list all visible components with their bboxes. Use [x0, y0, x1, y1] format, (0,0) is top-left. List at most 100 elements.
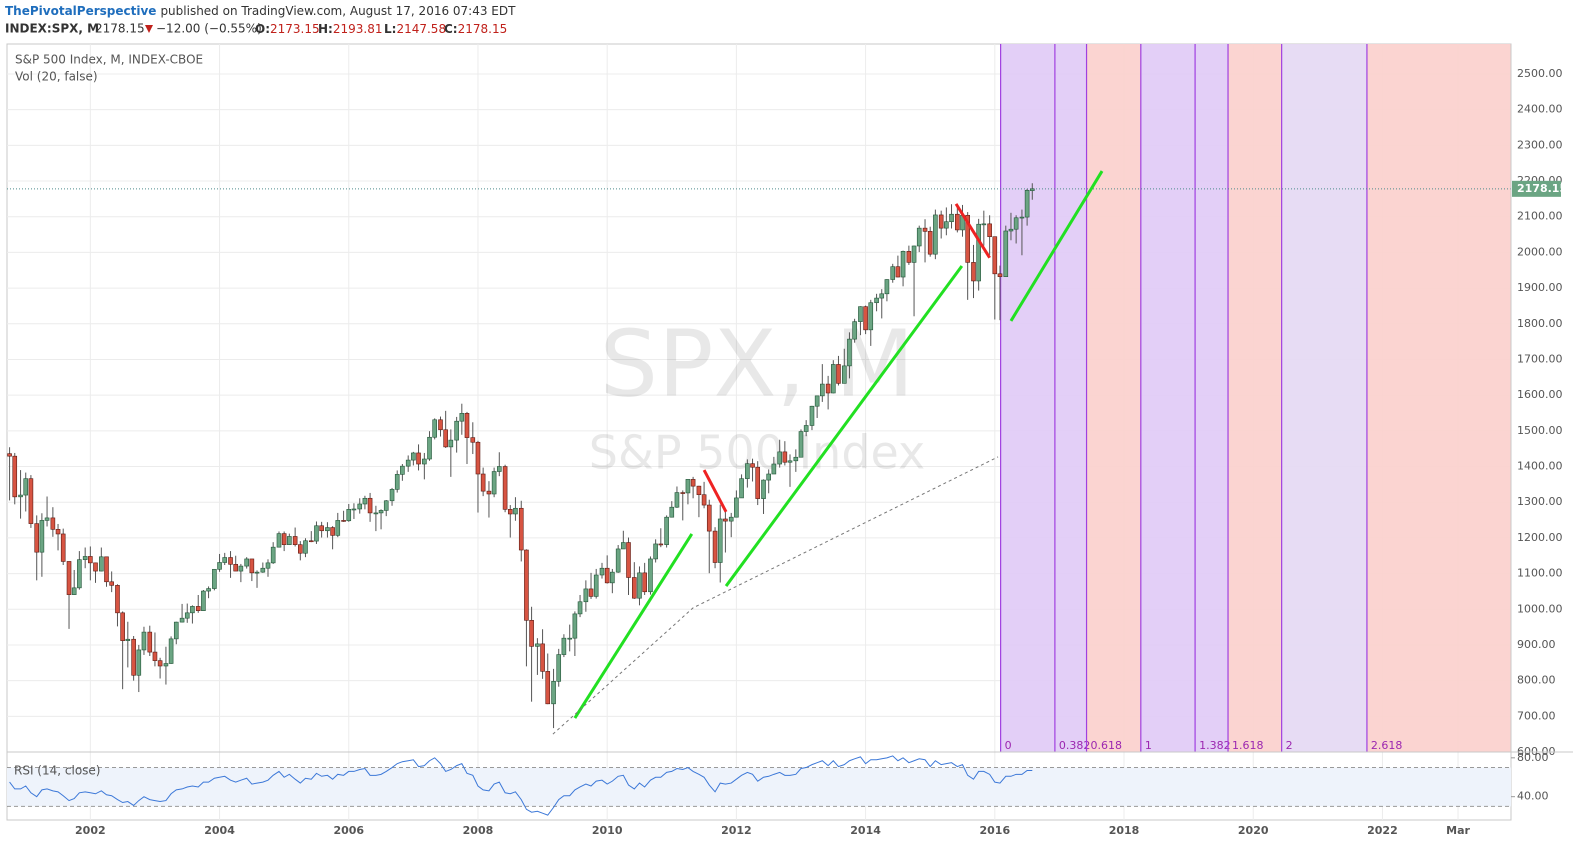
candle-body	[93, 562, 98, 572]
candle-body	[362, 497, 368, 505]
fib-zone	[1281, 44, 1367, 752]
author[interactable]: ThePivotalPerspective	[5, 4, 156, 18]
y-tick-label: 700.00	[1517, 709, 1556, 722]
candle-body	[739, 478, 744, 499]
candle-body	[233, 563, 239, 572]
x-tick-label: 2022	[1367, 824, 1398, 837]
candle-body	[1029, 188, 1035, 191]
candle-body	[750, 463, 755, 468]
candle-body	[173, 621, 179, 640]
fib-label: 0	[1005, 739, 1012, 752]
ohlc-value: 2147.58	[396, 22, 446, 36]
candle-body	[874, 297, 879, 304]
candle-body	[168, 638, 174, 664]
candle-body	[997, 273, 1003, 277]
legend-text: S&P 500 Index, M, INDEX-CBOE	[15, 53, 203, 67]
candle-body	[588, 588, 594, 597]
candle-body	[260, 567, 266, 573]
candle-body	[373, 512, 379, 515]
candle-body	[814, 395, 820, 407]
candle-body	[836, 364, 841, 384]
ohlc-value: 2178.15	[458, 22, 508, 36]
last-price-box	[1512, 180, 1561, 197]
x-tick-label: 2014	[850, 824, 881, 837]
candle-body	[454, 420, 459, 441]
candle-body	[852, 321, 857, 340]
candle-body	[346, 509, 352, 522]
candle-body	[745, 463, 750, 479]
candle-body	[405, 459, 411, 467]
fib-zone	[1140, 44, 1196, 752]
ohlc-item: C:2178.15	[444, 22, 507, 36]
candle-body	[787, 460, 793, 463]
candle-body	[367, 497, 373, 514]
rsi-band	[7, 767, 1511, 807]
candle-body	[863, 306, 868, 331]
candle-body	[830, 364, 836, 394]
candle-body	[513, 507, 518, 515]
ohlc-value: 2193.81	[333, 22, 383, 36]
candle-body	[664, 516, 669, 545]
candle-body	[281, 533, 287, 545]
candle-body	[486, 490, 492, 495]
candle-body	[120, 612, 125, 641]
candle-body	[23, 478, 29, 496]
candle-body	[12, 455, 18, 498]
candle-body	[411, 452, 416, 461]
candle-body	[895, 266, 901, 278]
candle-body	[66, 561, 72, 595]
candle-body	[82, 556, 88, 560]
candle-body	[927, 231, 933, 255]
candle-body	[475, 441, 481, 475]
candle-body	[217, 562, 222, 570]
candle-body	[696, 485, 702, 496]
trend-line	[1009, 170, 1104, 322]
x-tick-label: Mar	[1446, 824, 1470, 837]
y-tick-label: 900.00	[1517, 638, 1556, 651]
candle-body	[1013, 217, 1019, 230]
candle-body	[1024, 190, 1030, 218]
candles	[7, 170, 1104, 735]
candle-body	[890, 266, 896, 280]
candle-body	[841, 365, 847, 384]
candle-body	[464, 413, 470, 438]
candle-body	[416, 452, 421, 465]
candle-body	[922, 227, 928, 232]
candle-body	[71, 587, 77, 595]
candle-body	[900, 251, 906, 278]
published: published on TradingView.com, August 17,…	[160, 4, 516, 18]
candle-body	[254, 571, 260, 574]
candle-body	[518, 507, 524, 551]
candle-body	[163, 663, 169, 667]
candle-body	[632, 577, 637, 599]
x-tick-label: 2012	[721, 824, 752, 837]
candle-body	[314, 525, 319, 542]
fib-label: 1.618	[1232, 739, 1264, 752]
candle-body	[491, 471, 497, 495]
fib-zone	[1195, 44, 1229, 752]
candle-body	[992, 236, 998, 275]
candle-body	[319, 525, 324, 532]
y-tick-label: 2100.00	[1517, 210, 1563, 223]
candle-body	[432, 419, 437, 438]
candle-body	[190, 606, 195, 614]
candle-body	[965, 214, 970, 263]
x-tick-label: 2006	[333, 824, 364, 837]
candle-body	[18, 494, 23, 498]
candle-body	[276, 533, 282, 548]
candle-body	[448, 439, 454, 448]
last-price-label: 2178.15	[1517, 182, 1567, 195]
candle-body	[125, 638, 131, 641]
candle-body	[55, 529, 61, 535]
candle-body	[249, 558, 255, 574]
candle-body	[540, 643, 545, 672]
price: 2178.15	[95, 22, 145, 36]
rsi-tick-label: 80.00	[1517, 751, 1549, 764]
candle-body	[115, 585, 120, 614]
candle-body	[944, 221, 949, 229]
candle-body	[771, 463, 777, 475]
candle-body	[680, 492, 686, 494]
y-tick-label: 1800.00	[1517, 317, 1563, 330]
candle-body	[906, 251, 912, 263]
candle-body	[858, 306, 863, 322]
